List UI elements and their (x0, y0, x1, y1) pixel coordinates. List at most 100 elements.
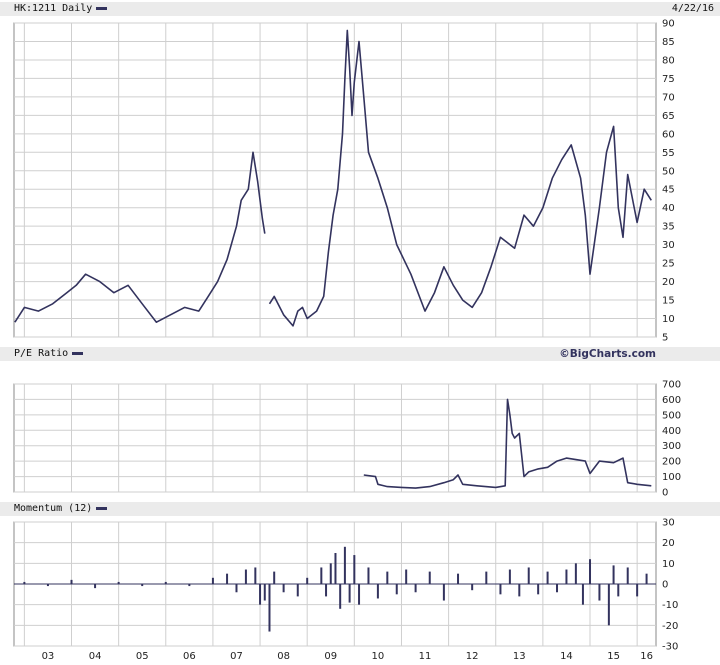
price-y-tick-label: 20 (662, 277, 675, 288)
momentum-bar (636, 584, 639, 597)
momentum-bar (395, 584, 398, 595)
pe-y-tick-label: 600 (662, 395, 681, 406)
momentum-y-tick-label: -20 (662, 621, 678, 632)
series-swatch (72, 351, 84, 355)
pe-y-tick-label: 100 (662, 472, 681, 483)
price-y-tick-label: 30 (662, 240, 675, 251)
momentum-y-tick-label: 20 (662, 538, 675, 549)
chart-date: 4/22/16 (671, 3, 714, 14)
pe-y-tick-label: 0 (662, 488, 668, 499)
price-y-tick-label: 35 (662, 222, 675, 233)
momentum-bar (353, 555, 356, 584)
pe-y-tick-label: 500 (662, 410, 681, 421)
x-tick-label: 14 (560, 651, 573, 662)
momentum-y-tick-label: -30 (662, 642, 678, 653)
momentum-bar (254, 567, 257, 584)
momentum-bar (537, 584, 540, 595)
momentum-bar (574, 563, 577, 584)
price-y-tick-label: 55 (662, 148, 675, 159)
momentum-bar (94, 584, 97, 589)
price-y-tick-label: 65 (662, 111, 675, 122)
momentum-bar (589, 559, 592, 584)
price-y-tick-label: 70 (662, 92, 675, 103)
momentum-bar (457, 573, 460, 584)
momentum-bar (499, 584, 502, 595)
momentum-bar (626, 567, 629, 584)
momentum-bar (244, 569, 247, 584)
price-y-tick-label: 50 (662, 166, 675, 177)
momentum-bar (527, 567, 530, 584)
momentum-panel-header: Momentum (12) (0, 502, 720, 516)
price-y-tick-label: 45 (662, 185, 675, 196)
momentum-bar (471, 584, 474, 591)
x-tick-label: 16 (640, 651, 653, 662)
price-y-tick-label: 60 (662, 129, 675, 140)
momentum-bar (508, 569, 511, 584)
momentum-bar (405, 569, 408, 584)
x-tick-label: 10 (372, 651, 385, 662)
x-tick-label: 07 (230, 651, 243, 662)
price-plot-area (13, 22, 657, 338)
momentum-y-tick-label: 10 (662, 559, 675, 570)
series-swatch (96, 6, 108, 10)
momentum-bar (348, 584, 351, 603)
x-tick-label: 13 (513, 651, 526, 662)
momentum-bar (546, 571, 549, 584)
momentum-bar (320, 567, 323, 584)
momentum-bar (367, 567, 370, 584)
x-tick-label: 05 (136, 651, 149, 662)
pe-y-tick-label: 700 (662, 380, 681, 391)
momentum-bar (296, 584, 299, 597)
momentum-bar (645, 573, 648, 584)
price-y-tick-label: 75 (662, 74, 675, 85)
price-y-tick-label: 85 (662, 37, 675, 48)
momentum-panel-title: Momentum (12) (14, 502, 108, 516)
momentum-bar (141, 584, 144, 587)
momentum-bar (306, 577, 309, 584)
momentum-bar (556, 584, 559, 593)
momentum-bar (23, 581, 26, 584)
price-y-tick-label: 15 (662, 296, 675, 307)
momentum-bar (442, 584, 445, 601)
momentum-bar (46, 584, 49, 587)
price-y-tick-label: 25 (662, 259, 675, 270)
momentum-bar (226, 573, 229, 584)
momentum-y-tick-label: 30 (662, 518, 675, 529)
price-series-line (14, 29, 652, 327)
price-y-tick-label: 40 (662, 203, 675, 214)
price-panel-title: HK:1211 Daily (14, 2, 108, 16)
momentum-bar (268, 584, 271, 632)
momentum-bar (612, 565, 615, 584)
pe-panel-title: P/E Ratio (14, 347, 84, 361)
pe-y-tick-label: 300 (662, 441, 681, 452)
momentum-bar (164, 581, 167, 584)
price-panel-header: HK:1211 Daily 4/22/16 (0, 2, 720, 16)
momentum-bar (358, 584, 361, 605)
momentum-y-tick-label: -10 (662, 600, 678, 611)
x-tick-label: 03 (42, 651, 55, 662)
momentum-bar (282, 584, 285, 593)
pe-y-tick-label: 400 (662, 426, 681, 437)
momentum-bar (259, 584, 262, 605)
momentum-bar (343, 546, 346, 584)
x-tick-label: 06 (183, 651, 196, 662)
pe-plot-area (13, 383, 657, 493)
x-tick-label: 15 (607, 651, 620, 662)
momentum-bar (235, 584, 238, 593)
x-tick-label: 09 (324, 651, 337, 662)
pe-series-line (363, 398, 652, 489)
momentum-bar (518, 584, 521, 597)
momentum-bar (211, 577, 214, 584)
momentum-bar (386, 571, 389, 584)
momentum-bar (117, 581, 120, 584)
x-tick-label: 08 (277, 651, 290, 662)
momentum-bar (376, 584, 379, 599)
momentum-bar (339, 584, 342, 609)
momentum-y-tick-label: 0 (662, 580, 668, 591)
momentum-bar (263, 584, 266, 601)
momentum-bar (188, 584, 191, 587)
momentum-bar (428, 571, 431, 584)
momentum-bar (273, 571, 276, 584)
momentum-bar (607, 584, 610, 626)
